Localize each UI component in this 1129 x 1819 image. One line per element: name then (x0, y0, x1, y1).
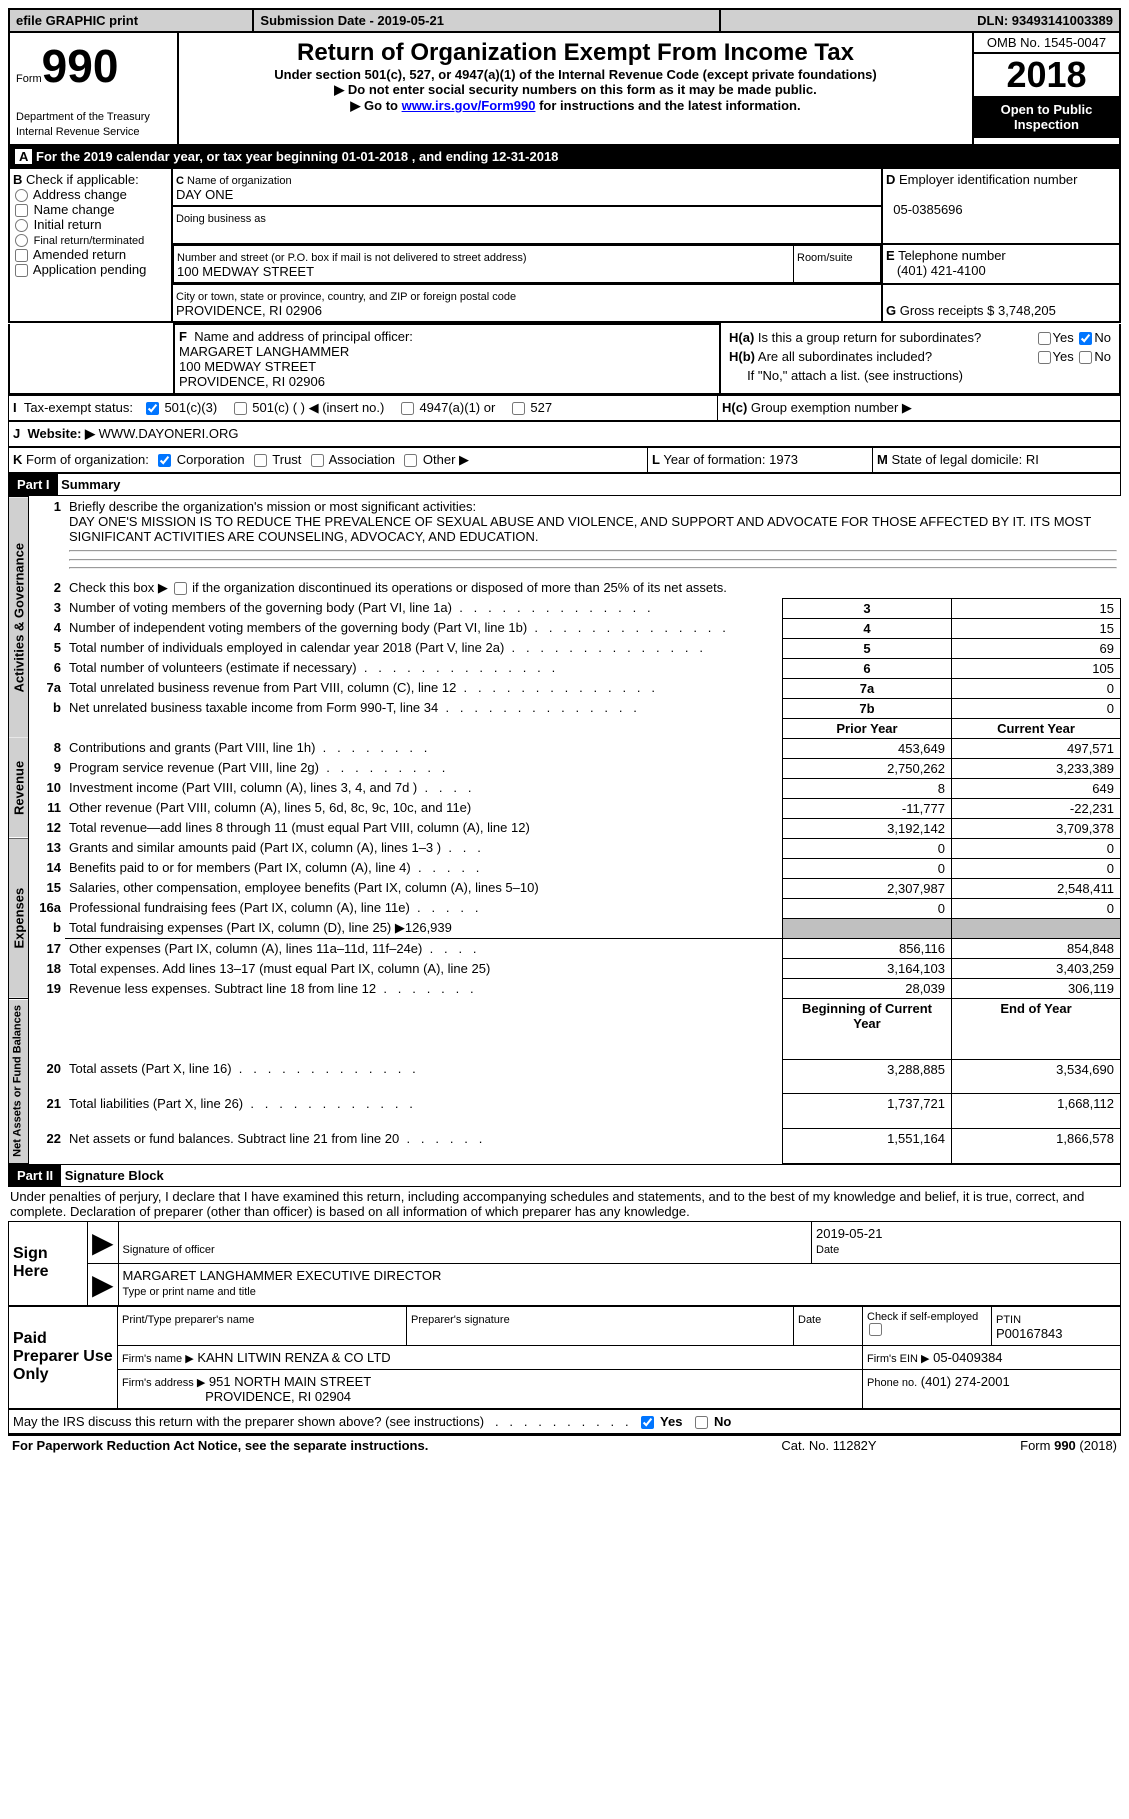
officer-sig-name: MARGARET LANGHAMMER EXECUTIVE DIRECTOR (123, 1268, 442, 1283)
cb-assoc[interactable] (311, 454, 324, 467)
form-990: 990 (42, 40, 119, 92)
cb-address-change[interactable] (15, 189, 28, 202)
dln: DLN: 93493141003389 (720, 9, 1120, 32)
box-f-h: F Name and address of principal officer:… (8, 323, 1121, 395)
tax-year: 2018 (974, 54, 1119, 96)
penalty-text: Under penalties of perjury, I declare th… (8, 1187, 1121, 1221)
gross-receipts: 3,748,205 (998, 303, 1056, 318)
summary-table: Activities & Governance 1 Briefly descri… (8, 496, 1121, 1164)
cb-initial-return[interactable] (15, 219, 28, 232)
cb-self-employed[interactable] (869, 1323, 882, 1336)
cb-amended[interactable] (15, 249, 28, 262)
cb-corp[interactable] (158, 454, 171, 467)
cb-trust[interactable] (254, 454, 267, 467)
b-label: Check if applicable: (26, 172, 139, 187)
efile-label: efile GRAPHIC print (9, 9, 253, 32)
city: PROVIDENCE, RI 02906 (176, 303, 322, 318)
vside-exp: Expenses (9, 838, 29, 999)
top-bar: efile GRAPHIC print Submission Date - 20… (8, 8, 1121, 33)
header-block: Form990 Department of the Treasury Inter… (8, 31, 1121, 146)
cb-discuss-yes[interactable] (641, 1416, 654, 1429)
sign-block: Sign Here ▶ Signature of officer 2019-05… (8, 1221, 1121, 1306)
cb-501c[interactable] (234, 402, 247, 415)
header-sub2: ▶ Do not enter social security numbers o… (185, 82, 966, 98)
cb-discontinued[interactable] (174, 582, 187, 595)
header-sub1: Under section 501(c), 527, or 4947(a)(1)… (185, 67, 966, 82)
cb-final-return[interactable] (15, 234, 28, 247)
preparer-block: Paid Preparer Use Only Print/Type prepar… (8, 1306, 1121, 1409)
open-public: Open to Public Inspection (974, 96, 1119, 138)
mission: DAY ONE'S MISSION IS TO REDUCE THE PREVA… (69, 514, 1091, 544)
box-b-g: B Check if applicable: Address change Na… (8, 167, 1121, 323)
form-label: Form (16, 73, 42, 85)
line-a: A For the 2019 calendar year, or tax yea… (8, 146, 1121, 167)
firm-name: KAHN LITWIN RENZA & CO LTD (197, 1350, 390, 1365)
vside-ag: Activities & Governance (9, 497, 29, 739)
vside-net: Net Assets or Fund Balances (9, 999, 29, 1164)
vside-rev: Revenue (9, 738, 29, 838)
header-sub3l: ▶ Go to (350, 98, 401, 113)
header-sub3r: for instructions and the latest informat… (535, 98, 800, 113)
cb-other[interactable] (404, 454, 417, 467)
return-title: Return of Organization Exempt From Incom… (185, 39, 966, 67)
street: 100 MEDWAY STREET (177, 264, 314, 279)
submission-date: Submission Date - 2019-05-21 (253, 9, 720, 32)
ein: 05-0385696 (893, 202, 962, 217)
officer-name: MARGARET LANGHAMMER (179, 344, 349, 359)
cb-discuss-no[interactable] (695, 1416, 708, 1429)
irs-link[interactable]: www.irs.gov/Form990 (402, 98, 536, 113)
cb-4947[interactable] (401, 402, 414, 415)
hb-no[interactable] (1079, 351, 1092, 364)
cb-name-change[interactable] (15, 204, 28, 217)
website: WWW.DAYONERI.ORG (99, 426, 239, 441)
ha-no[interactable] (1079, 332, 1092, 345)
phone: (401) 421-4100 (897, 263, 986, 278)
ha-yes[interactable] (1038, 332, 1051, 345)
cb-527[interactable] (512, 402, 525, 415)
org-name: DAY ONE (176, 187, 233, 202)
cb-pending[interactable] (15, 264, 28, 277)
hb-yes[interactable] (1038, 351, 1051, 364)
omb-no: OMB No. 1545-0047 (974, 33, 1119, 54)
irs-label: Internal Revenue Service (16, 126, 140, 138)
dept-label: Department of the Treasury (16, 111, 150, 123)
cb-501c3[interactable] (146, 402, 159, 415)
